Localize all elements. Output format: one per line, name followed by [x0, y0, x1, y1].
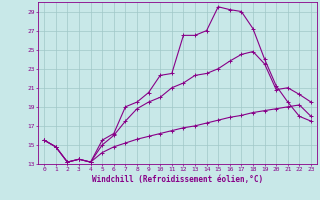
X-axis label: Windchill (Refroidissement éolien,°C): Windchill (Refroidissement éolien,°C)	[92, 175, 263, 184]
